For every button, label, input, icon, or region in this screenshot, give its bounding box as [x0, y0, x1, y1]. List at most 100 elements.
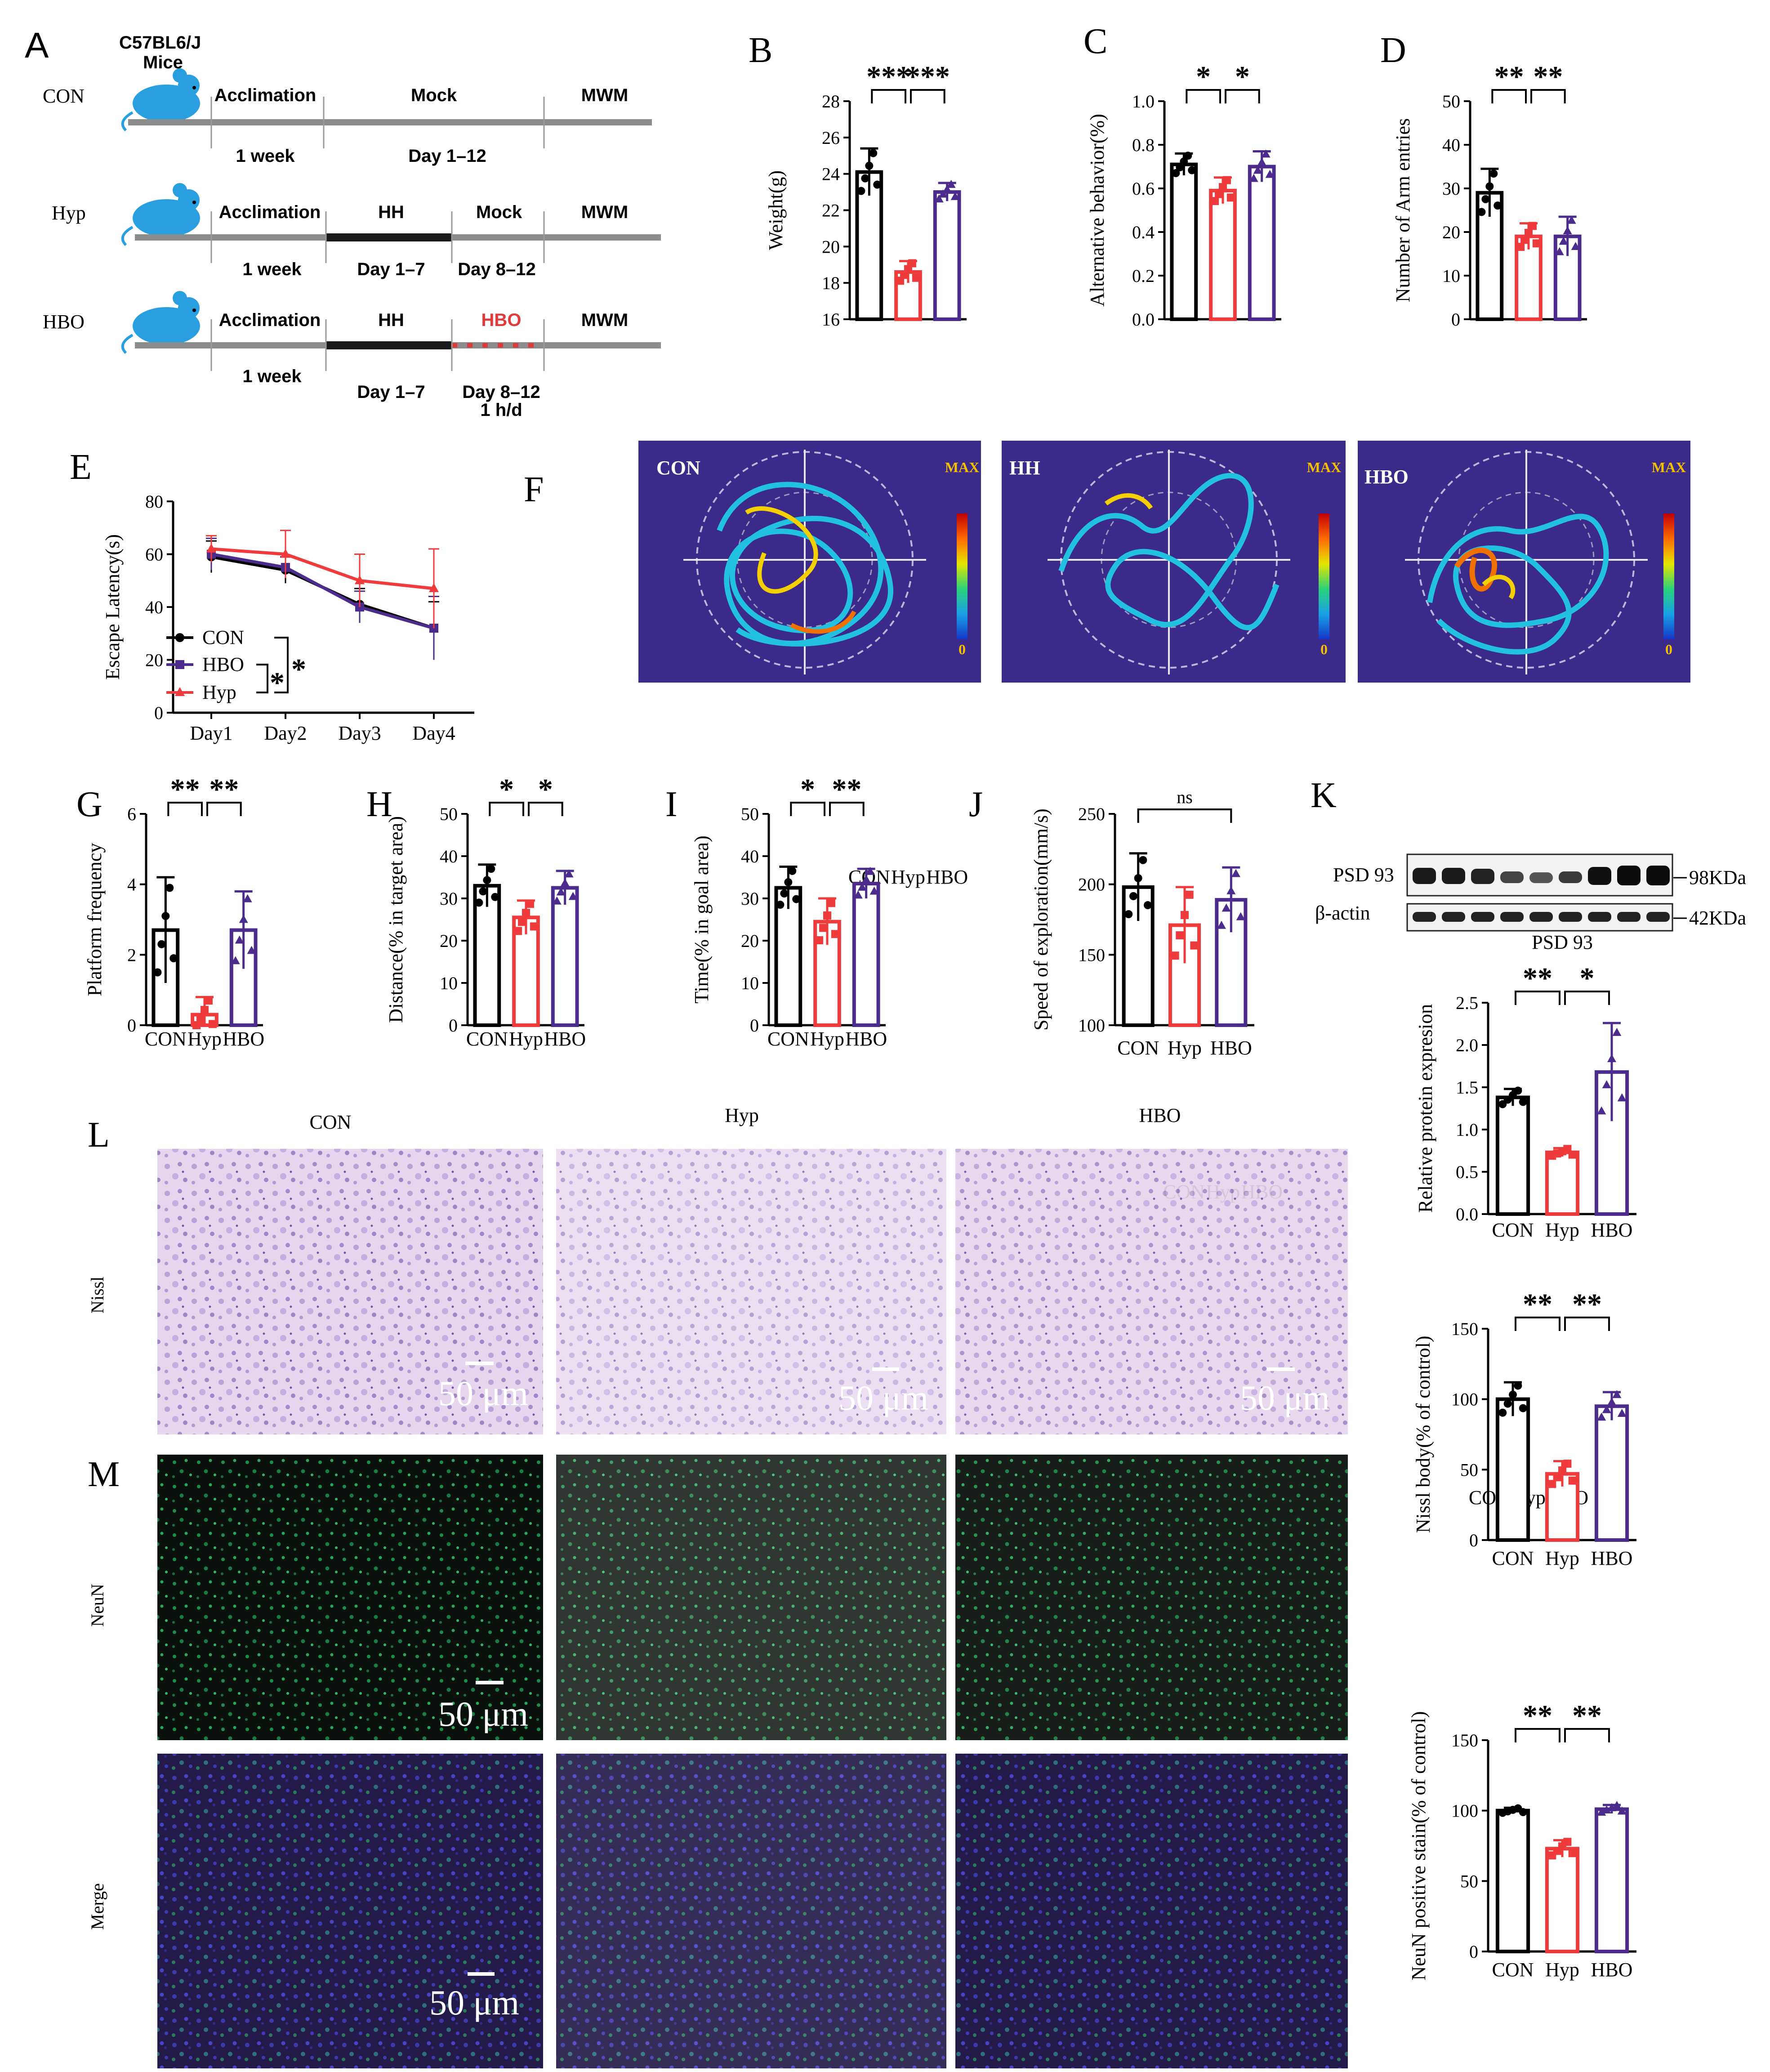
data-point: [247, 946, 256, 954]
significance-label: *: [800, 773, 815, 806]
strain-label: C57BL6/J: [119, 33, 201, 53]
segment-sublabel: 1 week: [242, 366, 302, 386]
data-point: [1180, 157, 1188, 166]
significance-label: **: [209, 773, 239, 806]
y-tick-label: 0: [449, 1015, 458, 1036]
significance-label: *: [499, 773, 514, 806]
data-point: [861, 875, 871, 883]
data-point: [869, 886, 879, 895]
chart-speed: 100 150 200 250 Speed of exploration(mm/s) CO…: [1030, 787, 1254, 1059]
band-size-98: 98KDa: [1689, 866, 1746, 889]
mouse-icon: [121, 291, 200, 354]
merge-image-hyp: [556, 1754, 946, 2068]
significance-bracket: [1515, 1728, 1560, 1742]
panel-letter-m: M: [88, 1455, 120, 1494]
bar-con: [1495, 1095, 1530, 1216]
data-point: [161, 912, 170, 920]
scale-bar-label: 50 μm: [838, 1378, 928, 1417]
category-label: Hyp: [1545, 1547, 1579, 1569]
bar-con: [1170, 162, 1198, 321]
data-point: [475, 898, 483, 907]
y-tick-label: 6: [127, 804, 136, 824]
row-label: CON: [43, 85, 85, 107]
y-tick-label: 50: [1442, 91, 1460, 112]
data-point: [1171, 951, 1179, 960]
data-point: [873, 180, 882, 189]
y-tick-label: 28: [822, 91, 840, 112]
legend-label: HBO: [202, 653, 244, 675]
data-point: [1124, 910, 1133, 919]
category-label: HBO: [1210, 1037, 1252, 1059]
scale-min-label: 0: [1665, 641, 1672, 657]
y-tick-label: 50: [1460, 1871, 1478, 1891]
segment-label: Mock: [411, 85, 457, 105]
y-tick-label: 100: [1451, 1801, 1478, 1821]
significance-bracket: [1515, 991, 1560, 1005]
data-point: [1602, 1805, 1611, 1814]
y-tick-label: 40: [741, 846, 759, 866]
significance-bracket: [256, 664, 268, 693]
y-tick-label: 20: [822, 237, 840, 257]
y-tick-label: 0.0: [1132, 309, 1155, 330]
significance-label: **: [1572, 1288, 1602, 1321]
data-point: [1568, 1476, 1577, 1485]
y-tick-label: 0.5: [1456, 1162, 1478, 1182]
data-point: [157, 940, 166, 948]
data-point: [784, 878, 793, 886]
heatmap-hh: HH MAX 0: [1002, 441, 1346, 683]
data-point: [479, 887, 487, 896]
y-tick-label: 0.0: [1456, 1204, 1478, 1224]
series-line-hbo: [211, 553, 434, 630]
neun-image-con: [157, 1455, 543, 1740]
significance-label: **: [1523, 962, 1552, 995]
data-point: [169, 954, 178, 963]
data-point: [231, 956, 240, 965]
mouse-icon: [121, 183, 200, 246]
data-point: [1226, 193, 1235, 202]
category-label: Hyp: [1168, 1037, 1202, 1059]
data-point: [823, 911, 831, 920]
y-tick-label: 250: [1078, 804, 1105, 824]
chart-psd93: 0.0 0.5 1.0 1.5 2.0 2.5 Relative protein expre…: [1414, 931, 1636, 1241]
y-tick-label: 50: [1460, 1460, 1478, 1480]
significance-label: ***: [866, 60, 911, 93]
y-tick-label: 26: [822, 128, 840, 148]
band-size-42: 42KDa: [1689, 907, 1746, 929]
y-axis-label: NeuN positive stain(% of control): [1408, 1711, 1430, 1981]
y-tick-label: 1.0: [1456, 1120, 1478, 1140]
data-point: [792, 895, 801, 903]
y-tick-label: 100: [1451, 1389, 1478, 1410]
row-label: HBO: [43, 311, 85, 333]
data-point: [950, 192, 960, 200]
data-point: [526, 900, 534, 908]
y-axis-label: Number of Arm entries: [1392, 118, 1414, 302]
column-title-hbo: HBO: [1139, 1104, 1181, 1126]
data-point: [1602, 1405, 1611, 1413]
segment-label: Acclimation: [219, 202, 321, 222]
y-axis-label: Relative protein expresion: [1414, 1004, 1436, 1213]
legend-marker: [175, 660, 184, 669]
significance-bracket: [1530, 89, 1566, 103]
data-point: [153, 968, 162, 977]
data-point: [1188, 166, 1196, 174]
data-point: [1514, 1381, 1522, 1390]
data-point: [1176, 931, 1184, 940]
y-tick-label: 0.8: [1132, 135, 1155, 155]
panel-letter-c: C: [1083, 22, 1107, 61]
heatmap-title: HH: [1009, 457, 1040, 479]
significance-bracket: [1491, 89, 1527, 103]
bar-hbo: [1594, 1404, 1629, 1542]
panel-letter-k: K: [1311, 776, 1337, 815]
data-point: [938, 189, 948, 198]
data-point: [1559, 237, 1568, 245]
y-tick-label: 10: [741, 973, 759, 993]
heatmap-title: CON: [656, 457, 700, 479]
data-point: [1172, 169, 1180, 178]
data-point: [1568, 1849, 1577, 1858]
data-point: [1503, 1399, 1512, 1408]
data-point: [1222, 903, 1231, 912]
data-point: [1607, 1397, 1616, 1406]
y-tick-label: 0: [1451, 309, 1460, 330]
data-point: [780, 889, 789, 898]
nissl-image-hyp: [556, 1149, 946, 1434]
